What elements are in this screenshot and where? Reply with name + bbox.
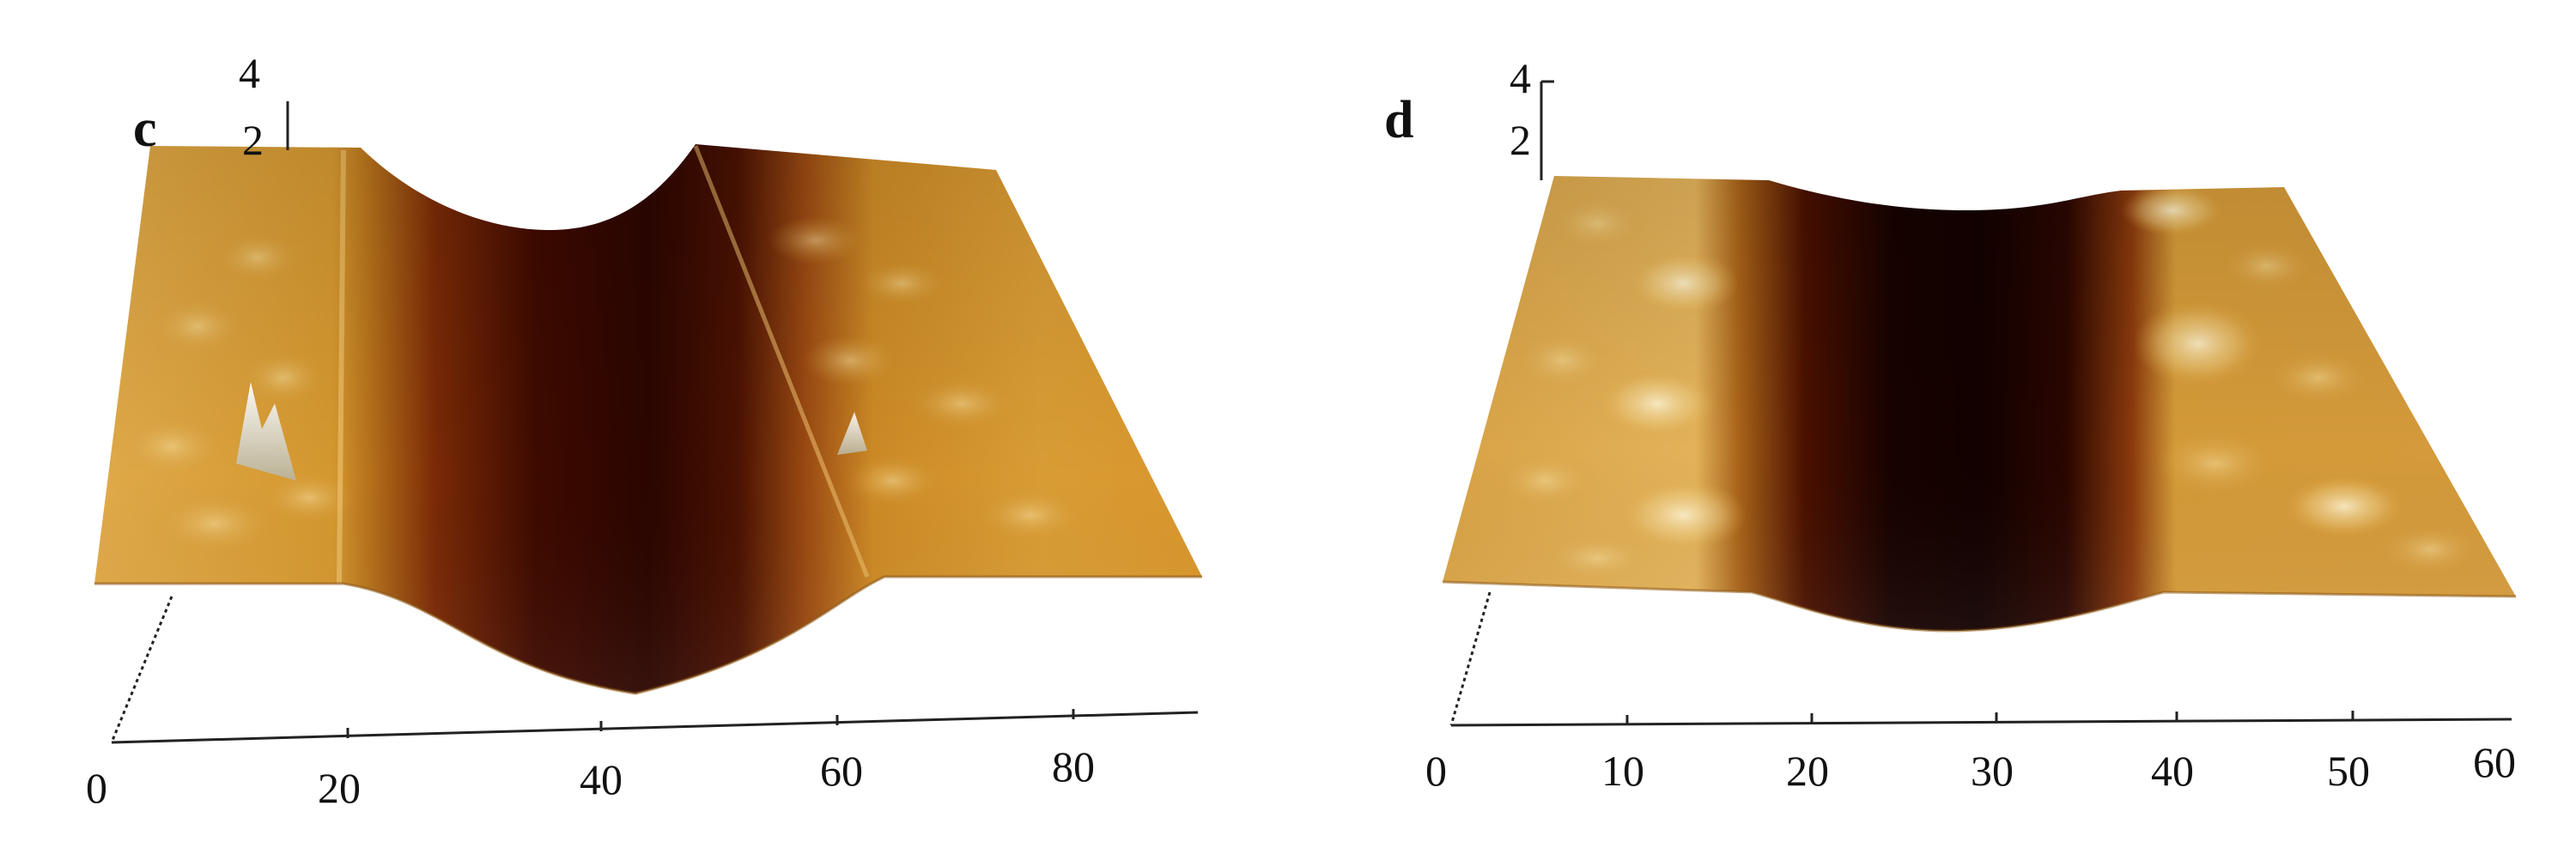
x-tick-d-0: 0 <box>1425 747 1447 795</box>
z-tick-c-4: 4 <box>239 49 260 97</box>
x-tick-c-80: 80 <box>1052 742 1095 790</box>
panel-d: d 4 2 0 10 20 30 40 50 60 <box>1384 54 2517 795</box>
axes-d <box>1449 80 2512 727</box>
x-tick-d-20: 20 <box>1786 747 1829 795</box>
x-tick-d-50: 50 <box>2327 747 2370 795</box>
panel-c: c 4 2 0 20 40 60 80 <box>86 49 1202 812</box>
z-tick-c-2: 2 <box>242 116 264 164</box>
panel-letter-c: c <box>133 100 157 158</box>
x-tick-c-40: 40 <box>580 755 623 803</box>
z-tick-d-4: 4 <box>1510 54 1531 102</box>
afm-surface-d <box>1443 176 2516 631</box>
x-tick-d-60: 60 <box>2473 738 2516 786</box>
x-tick-d-30: 30 <box>1971 747 2014 795</box>
x-tick-c-20: 20 <box>318 764 361 812</box>
x-tick-d-10: 10 <box>1601 747 1644 795</box>
z-tick-d-2: 2 <box>1510 116 1531 164</box>
axes-c <box>110 101 1199 744</box>
x-tick-c-60: 60 <box>820 747 863 795</box>
x-tick-d-40: 40 <box>2151 747 2194 795</box>
panel-letter-d: d <box>1384 91 1413 149</box>
x-tick-c-0: 0 <box>86 764 107 812</box>
